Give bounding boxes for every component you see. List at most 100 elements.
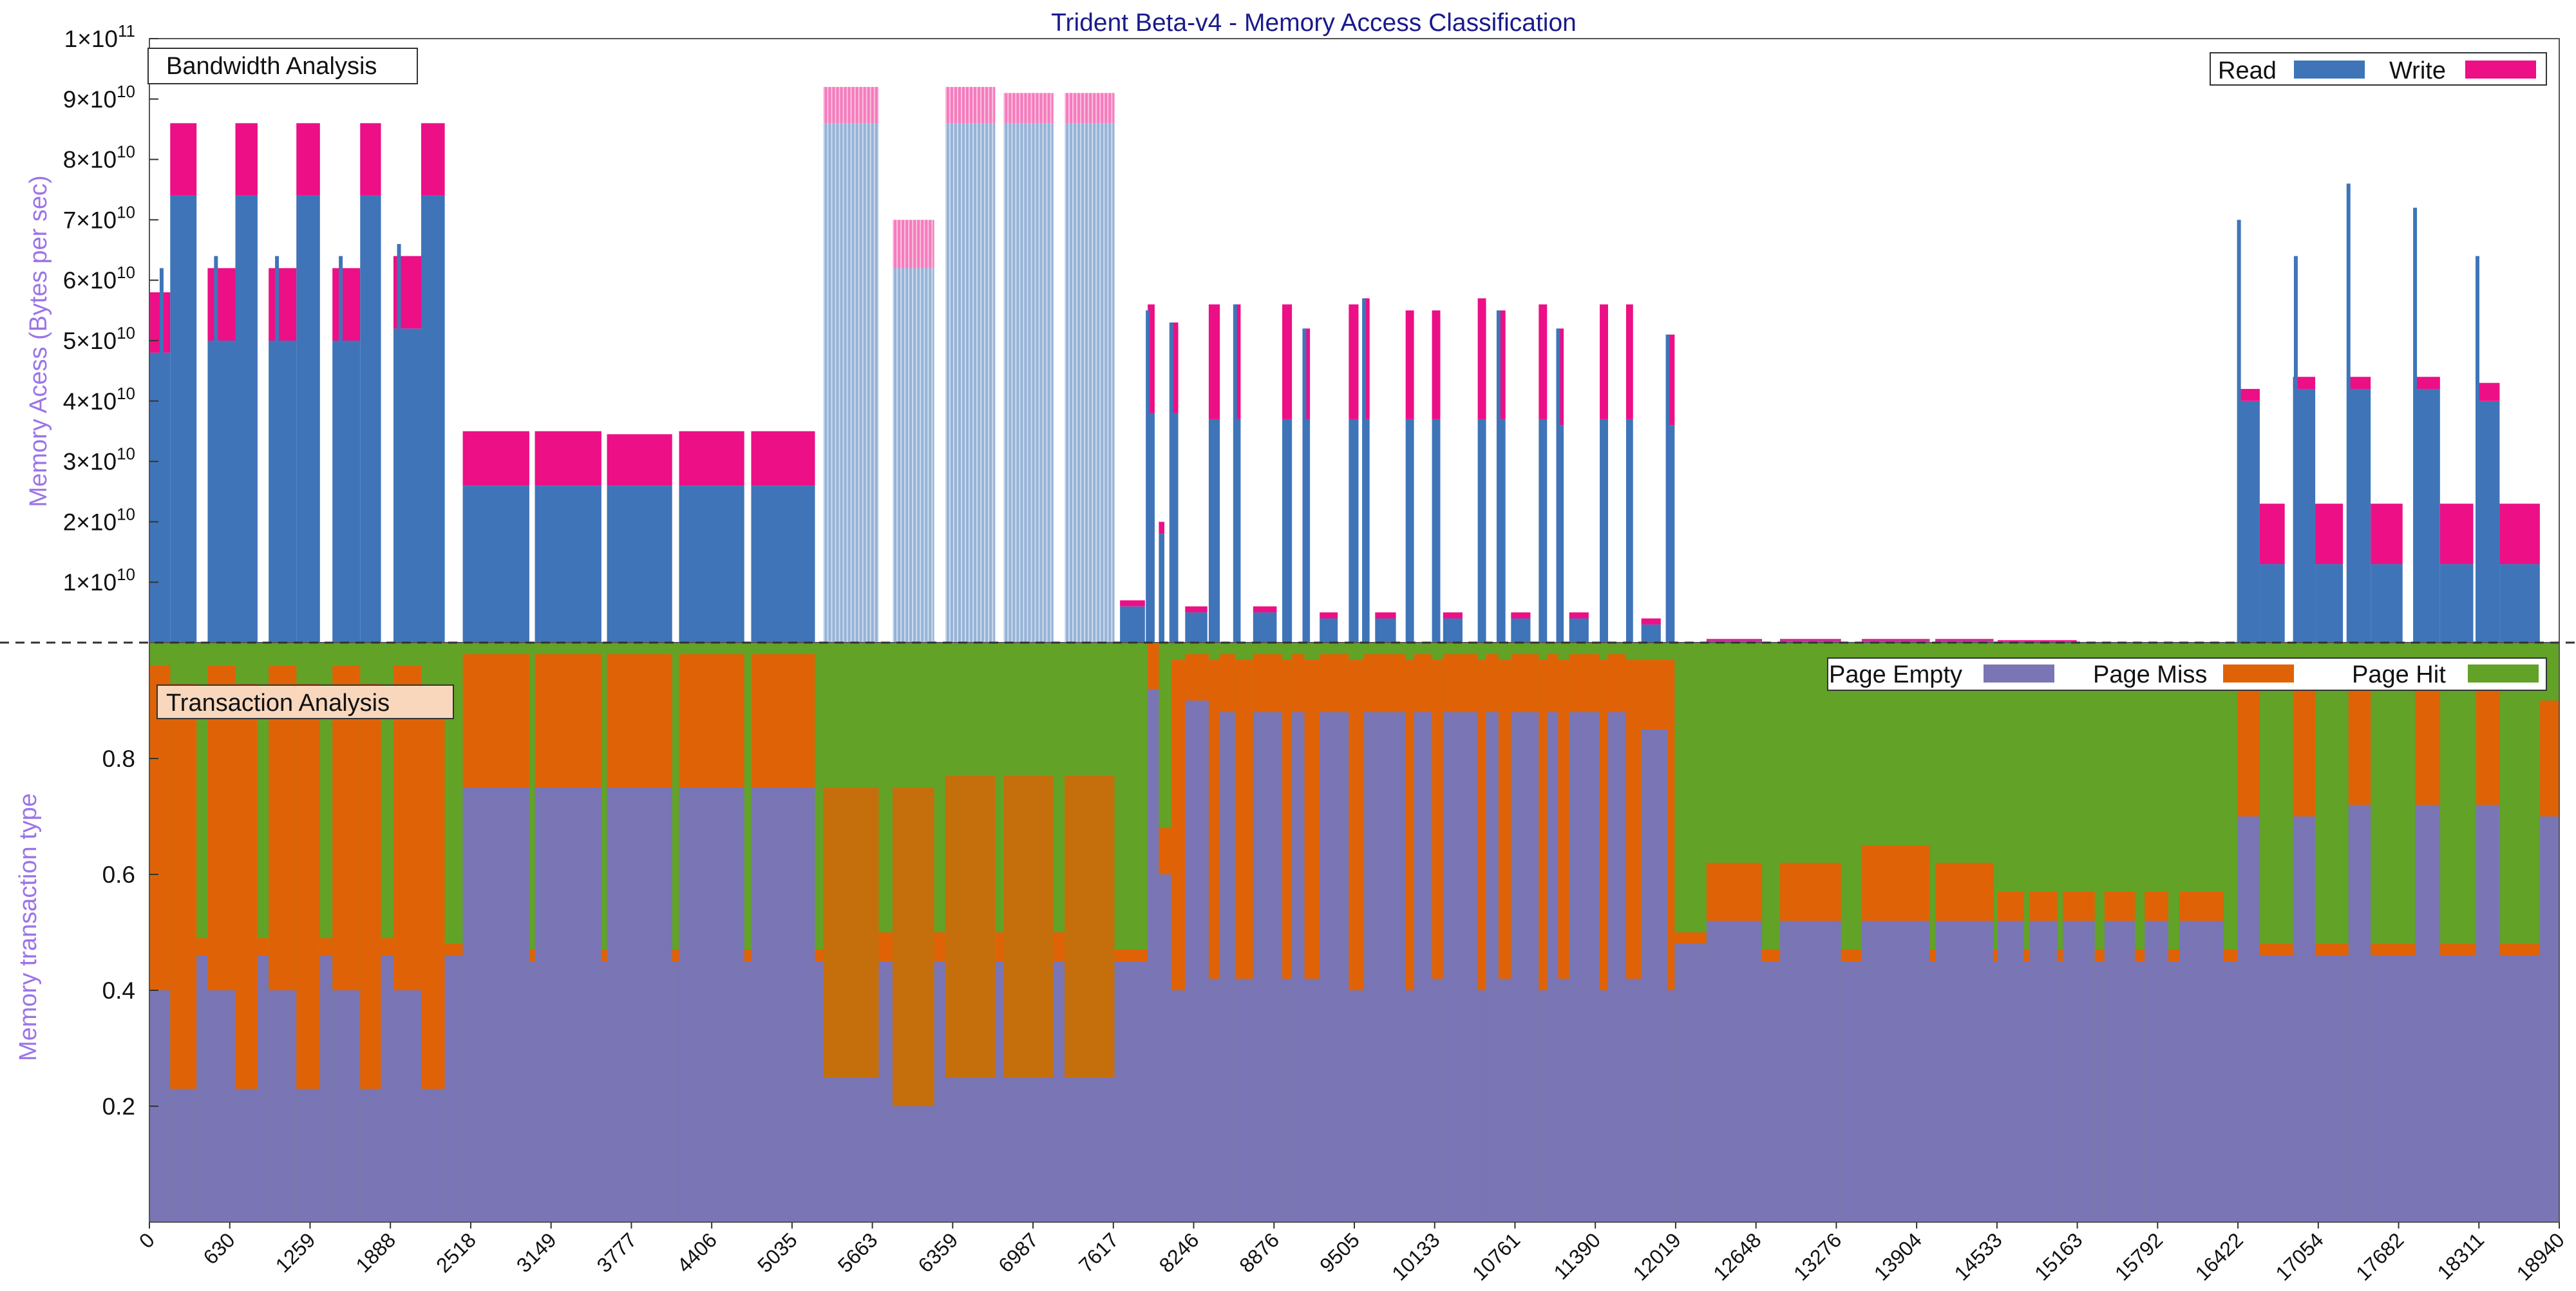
read-bar: [1625, 419, 1633, 643]
page-miss-bar: [296, 683, 320, 1089]
page-miss-bar: [2476, 677, 2500, 805]
page-miss-bar: [744, 950, 752, 961]
read-bar: [1511, 618, 1531, 643]
page-miss-bar: [1539, 660, 1548, 990]
read-spike: [214, 256, 218, 643]
page-empty-bar: [1148, 689, 1159, 1222]
x-tick-label: 14533: [1949, 1228, 2006, 1285]
page-empty-bar: [601, 961, 607, 1222]
page-empty-bar: [1761, 961, 1780, 1222]
legend-read-swatch: [2294, 61, 2365, 79]
read-bar: [2348, 389, 2371, 643]
page-miss-bar: [2259, 944, 2293, 956]
page-miss-bar: [1841, 950, 1862, 961]
page-miss-bar: [1220, 654, 1235, 712]
transaction-y-axis-label: Memory transaction type: [15, 793, 42, 1061]
x-tick-label: 17682: [2351, 1228, 2408, 1285]
page-miss-bar: [1159, 828, 1171, 874]
burst-stripe: [1050, 45, 1052, 643]
page-empty-bar: [823, 1077, 879, 1222]
bandwidth-y-tick-label: 6×1010: [63, 263, 135, 294]
read-spike: [2293, 256, 2298, 643]
write-bar: [2348, 377, 2371, 390]
write-bar: [2439, 504, 2474, 565]
page-empty-bar: [2259, 956, 2293, 1222]
read-spike: [1169, 322, 1173, 643]
read-bar: [1862, 641, 1930, 643]
read-bar: [2415, 389, 2440, 643]
burst-stripe: [912, 45, 914, 643]
read-bar: [535, 485, 601, 643]
write-bar: [235, 123, 258, 196]
page-miss-bar: [421, 695, 445, 1089]
read-bar: [207, 341, 236, 643]
read-bar: [1539, 419, 1548, 643]
read-bar: [1405, 419, 1414, 643]
burst-stripe: [900, 45, 902, 643]
bandwidth-y-tick-label: 3×1010: [63, 444, 135, 475]
x-tick-label: 6359: [913, 1228, 962, 1277]
burst-stripe: [827, 45, 829, 643]
read-bar: [1065, 123, 1115, 643]
write-bar: [1208, 304, 1220, 419]
read-spike: [397, 243, 401, 643]
page-miss-bar: [529, 950, 535, 961]
read-bar: [1443, 618, 1463, 643]
page-empty-bar: [1935, 921, 1994, 1222]
burst-stripe: [1076, 45, 1078, 643]
page-miss-bar: [2063, 892, 2095, 921]
page-empty-bar: [393, 990, 421, 1222]
write-bar: [1375, 612, 1396, 619]
burst-stripe: [969, 45, 971, 643]
page-miss-bar: [207, 666, 236, 990]
write-bar: [1625, 304, 1633, 419]
burst-stripe: [1084, 45, 1086, 643]
page-miss-bar: [2094, 950, 2105, 961]
page-miss-bar: [1171, 660, 1186, 990]
read-bar: [2476, 400, 2500, 643]
page-empty-bar: [1405, 990, 1414, 1222]
read-bar: [1235, 419, 1241, 643]
read-bar: [1304, 419, 1311, 643]
page-miss-bar: [2293, 689, 2316, 816]
page-miss-bar: [878, 932, 893, 961]
page-empty-bar: [1432, 979, 1443, 1222]
page-miss-bar: [679, 654, 744, 787]
write-bar: [1498, 310, 1506, 419]
page-miss-bar: [257, 938, 269, 956]
burst-stripe: [842, 45, 844, 643]
x-tick-label: 9505: [1315, 1228, 1364, 1277]
transaction-analysis-label-box: Transaction Analysis: [156, 684, 454, 719]
page-miss-bar: [2168, 950, 2180, 961]
page-empty-bar: [893, 1106, 934, 1222]
page-empty-bar: [2499, 956, 2540, 1222]
bandwidth-y-axis-label: Memory Acess (Bytes per sec): [25, 175, 52, 507]
read-bar: [421, 195, 445, 643]
page-miss-bar: [444, 944, 463, 956]
page-miss-bar: [1993, 950, 1998, 961]
write-bar: [1120, 600, 1145, 607]
page-empty-bar: [1841, 961, 1862, 1222]
page-miss-bar: [815, 950, 824, 961]
page-empty-bar: [1282, 979, 1293, 1222]
page-miss-bar: [2057, 950, 2063, 961]
read-bar: [1185, 612, 1208, 643]
page-empty-bar: [1862, 921, 1930, 1222]
page-miss-bar: [1065, 776, 1115, 1077]
write-bar: [679, 431, 744, 486]
burst-stripe: [1092, 45, 1094, 643]
page-empty-bar: [1292, 712, 1305, 1222]
burst-stripe: [1065, 45, 1066, 643]
read-bar: [1477, 419, 1486, 643]
page-empty-bar: [1349, 990, 1365, 1222]
page-empty-bar: [2023, 961, 2030, 1222]
burst-stripe: [960, 45, 962, 643]
burst-stripe: [980, 45, 982, 643]
page-empty-bar: [1569, 712, 1600, 1222]
write-bar: [462, 431, 529, 486]
write-bar: [1539, 304, 1548, 419]
page-empty-bar: [1558, 979, 1569, 1222]
read-bar: [1375, 618, 1396, 643]
bandwidth-y-tick-label: 9×1010: [63, 82, 135, 113]
transaction-plot-area: [149, 643, 2559, 1222]
